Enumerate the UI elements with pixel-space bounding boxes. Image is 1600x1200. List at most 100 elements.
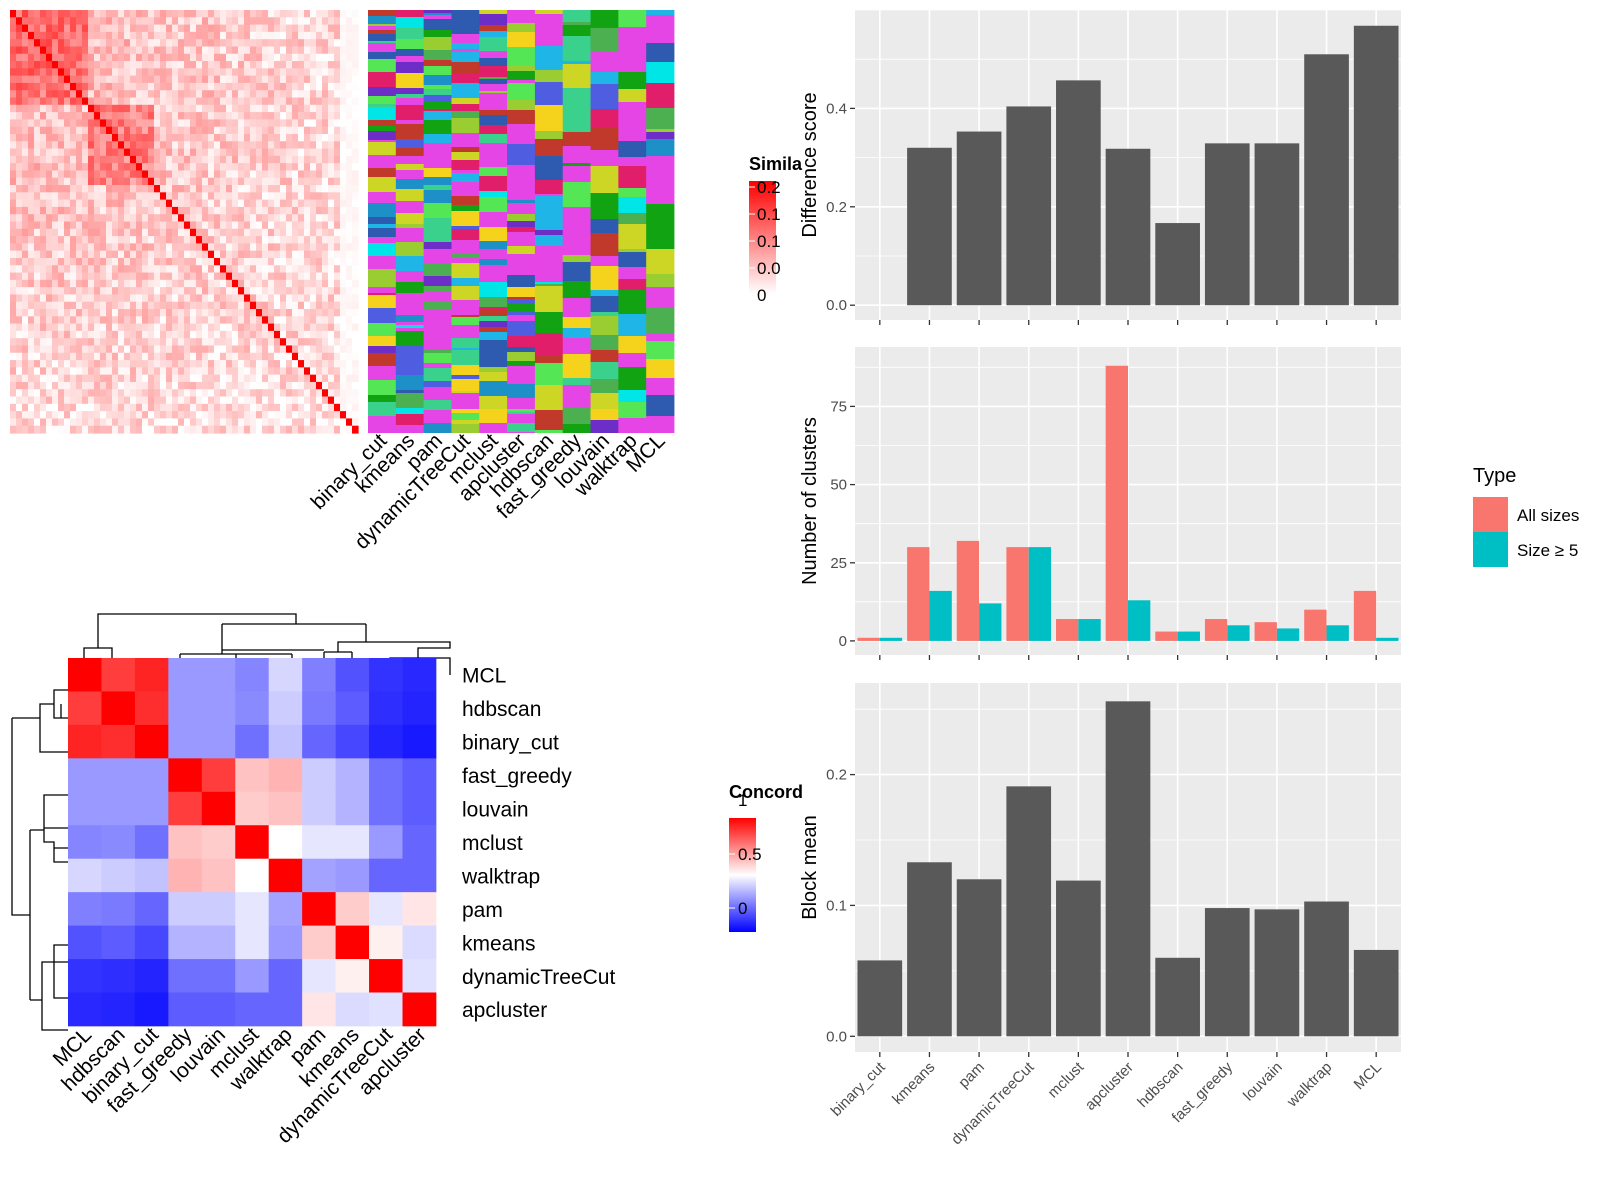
similarity-cell: [250, 360, 257, 368]
similarity-cell: [190, 272, 197, 281]
similarity-cell: [166, 287, 173, 296]
similarity-cell: [118, 39, 125, 48]
similarity-cell: [112, 31, 119, 40]
annotation-stripe: [590, 420, 619, 433]
similarity-cell: [190, 257, 197, 266]
similarity-cell: [148, 418, 155, 427]
similarity-cell: [220, 192, 227, 201]
similarity-cell: [286, 250, 293, 259]
bar: [1056, 880, 1101, 1037]
similarity-cell: [298, 17, 305, 26]
concordance-cell: [235, 825, 270, 860]
similarity-cell: [220, 374, 227, 383]
similarity-cell: [220, 61, 227, 69]
similarity-cell: [244, 352, 251, 361]
annotation-stripe: [479, 372, 508, 381]
similarity-cell: [40, 46, 47, 55]
similarity-cell: [166, 148, 173, 157]
similarity-cell: [310, 301, 317, 310]
bar: [879, 637, 903, 641]
similarity-cell: [52, 75, 59, 84]
similarity-cell: [262, 104, 269, 113]
similarity-cell: [238, 192, 245, 201]
similarity-cell: [124, 396, 131, 405]
similarity-cell: [286, 155, 293, 164]
annotation-stripe: [451, 98, 480, 104]
similarity-cell: [292, 367, 299, 376]
similarity-cell: [340, 141, 347, 150]
similarity-cell: [160, 265, 167, 274]
similarity-cell: [304, 279, 311, 288]
similarity-cell: [64, 352, 71, 361]
annotation-stripe: [451, 182, 480, 196]
similarity-cell: [148, 396, 155, 405]
similarity-cell: [226, 192, 233, 201]
concordance-cell: [134, 858, 169, 893]
similarity-cell: [82, 82, 89, 91]
similarity-cell: [106, 163, 113, 172]
similarity-cell: [214, 192, 221, 201]
similarity-cell: [208, 403, 215, 412]
similarity-cell: [28, 279, 35, 288]
similarity-cell: [58, 257, 65, 266]
similarity-cell: [316, 17, 323, 26]
similarity-cell: [226, 272, 233, 281]
similarity-cell: [352, 75, 359, 84]
similarity-cell: [10, 104, 17, 113]
concordance-cell: [235, 724, 270, 759]
similarity-cell: [94, 53, 101, 62]
similarity-cell: [244, 323, 251, 332]
similarity-cell: [334, 46, 341, 55]
annotation-stripe: [479, 107, 508, 110]
annotation-stripe: [451, 403, 480, 409]
similarity-cell: [202, 119, 209, 128]
similarity-cell: [52, 345, 59, 354]
similarity-cell: [310, 272, 317, 281]
similarity-cell: [178, 214, 185, 223]
similarity-cell: [184, 250, 191, 259]
similarity-cell: [202, 360, 209, 368]
annotation-stripe: [590, 193, 619, 219]
similarity-cell: [16, 112, 23, 120]
similarity-cell: [34, 250, 41, 259]
similarity-cell: [292, 396, 299, 405]
similarity-cell: [40, 352, 47, 361]
similarity-cell: [280, 177, 287, 186]
similarity-cell: [232, 82, 239, 91]
similarity-cell: [160, 68, 167, 77]
similarity-cell: [196, 53, 203, 62]
similarity-cell: [106, 206, 113, 215]
concordance-cell: [369, 825, 403, 860]
similarity-cell: [316, 148, 323, 157]
similarity-cell: [298, 126, 305, 135]
similarity-cell: [64, 17, 71, 26]
similarity-cell: [190, 221, 197, 230]
similarity-cell: [88, 214, 95, 223]
similarity-cell: [232, 177, 239, 186]
annotation-stripe: [395, 375, 425, 390]
similarity-cell: [52, 24, 59, 33]
similarity-cell: [292, 221, 299, 230]
similarity-cell: [310, 265, 317, 274]
similarity-cell: [250, 323, 257, 332]
similarity-cell: [190, 206, 197, 215]
similarity-cell: [310, 148, 317, 157]
similarity-cell: [322, 10, 329, 18]
similarity-cell: [10, 338, 17, 347]
similarity-cell: [58, 17, 65, 26]
similarity-cell: [160, 221, 167, 230]
similarity-cell: [262, 396, 269, 405]
similarity-cell: [142, 68, 149, 77]
similarity-cell: [304, 112, 311, 120]
annotation-stripe: [451, 196, 480, 205]
similarity-cell: [280, 316, 287, 325]
similarity-cell: [28, 381, 35, 390]
similarity-cell: [136, 330, 143, 339]
annotation-stripe: [451, 391, 480, 393]
similarity-cell: [250, 265, 257, 274]
annotation-stripe: [451, 152, 480, 160]
similarity-cell: [304, 24, 311, 33]
annotation-stripe: [534, 286, 564, 312]
similarity-cell: [124, 257, 131, 266]
similarity-cell: [172, 141, 179, 150]
